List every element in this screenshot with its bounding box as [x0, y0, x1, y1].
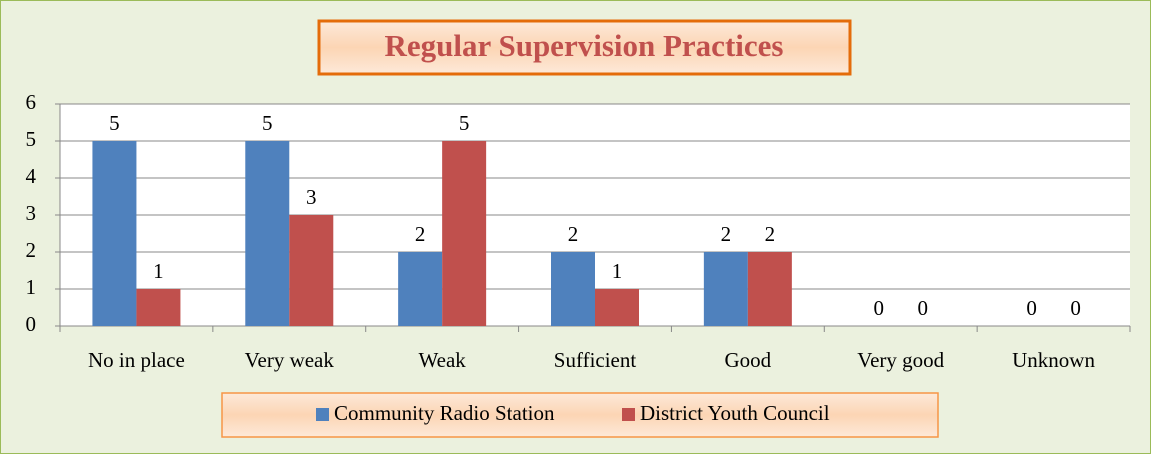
x-tick-label: Very good: [857, 348, 944, 372]
bar: [398, 252, 443, 326]
data-label: 0: [1070, 296, 1081, 320]
data-label: 3: [306, 185, 317, 209]
data-label: 0: [917, 296, 928, 320]
x-tick-label: Weak: [419, 348, 467, 372]
y-tick-label: 6: [26, 90, 37, 114]
data-label: 5: [109, 111, 120, 135]
y-tick-label: 2: [26, 238, 37, 262]
bar: [442, 141, 487, 326]
legend-label: Community Radio Station: [334, 401, 555, 425]
bar: [289, 215, 334, 326]
x-tick-label: Good: [725, 348, 772, 372]
legend-label: District Youth Council: [640, 401, 830, 425]
data-label: 5: [262, 111, 273, 135]
x-tick-label: Unknown: [1012, 348, 1095, 372]
data-label: 2: [721, 222, 732, 246]
y-tick-label: 3: [26, 201, 37, 225]
data-label: 1: [153, 259, 164, 283]
y-tick-label: 4: [26, 164, 37, 188]
data-label: 1: [612, 259, 623, 283]
legend-swatch: [622, 408, 635, 421]
bar: [595, 289, 639, 326]
chart-title: Regular Supervision Practices: [385, 28, 784, 63]
x-tick-label: Very weak: [245, 348, 335, 372]
data-label: 0: [1026, 296, 1037, 320]
legend-box: [221, 392, 939, 438]
data-label: 2: [568, 222, 579, 246]
legend-swatch: [316, 408, 329, 421]
title-box: [317, 19, 852, 76]
bar: [747, 252, 792, 326]
y-tick-label: 5: [26, 127, 37, 151]
bar: [703, 252, 748, 326]
y-tick-label: 1: [26, 275, 37, 299]
data-label: 5: [459, 111, 470, 135]
bar: [136, 289, 181, 326]
data-label: 2: [765, 222, 776, 246]
bar: [92, 141, 137, 326]
data-label: 2: [415, 222, 426, 246]
y-tick-label: 0: [26, 312, 37, 336]
bar: [245, 141, 290, 326]
x-tick-label: Sufficient: [554, 348, 637, 372]
data-label: 0: [873, 296, 884, 320]
bar: [551, 252, 595, 326]
x-tick-label: No in place: [88, 348, 185, 372]
